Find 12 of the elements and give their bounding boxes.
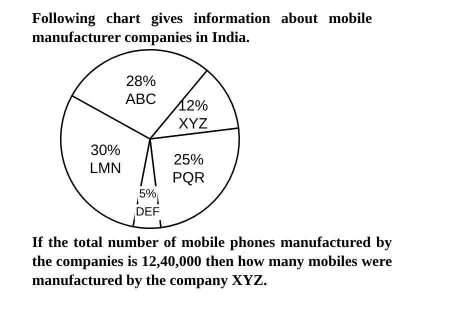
slice-label: DEF xyxy=(136,204,160,219)
data-label: 5% xyxy=(139,186,157,201)
slice-label: ABC xyxy=(126,90,157,108)
slice-label: LMN xyxy=(90,160,122,177)
slice-label: XYZ xyxy=(178,116,208,133)
text: If the total number of mobile phones manufactured by the companies is 12,40,000 then how many mobiles were manufactured by the company XYZ. xyxy=(32,234,392,291)
slice-label: PQR xyxy=(172,169,206,186)
data-label: 12% xyxy=(178,98,208,115)
data-label: 28% xyxy=(126,72,156,90)
chart-title: Following chart gives information about mobile manufacturer companies in India. xyxy=(32,10,372,48)
data-label: 30% xyxy=(90,142,121,159)
data-label: 25% xyxy=(174,151,204,168)
